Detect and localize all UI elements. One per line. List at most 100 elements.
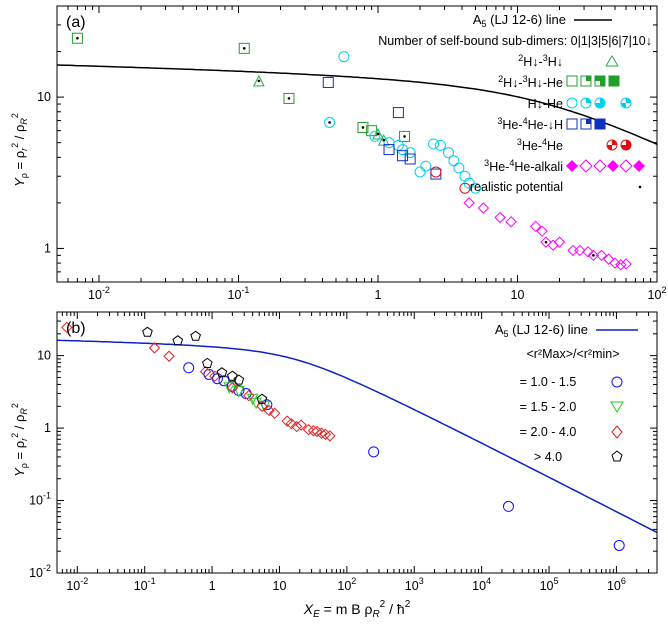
y-tick-label: 1 (44, 241, 51, 255)
legend-marker-triangle-down (610, 401, 624, 413)
legend-ratio-3: = 2.0 - 4.0 (520, 425, 577, 439)
data-point-s3-4 (216, 367, 228, 378)
data-point-s3-6 (233, 374, 245, 385)
panel-b-label: (b) (66, 320, 86, 337)
data-point-s5-7 (547, 239, 559, 251)
data-point-s0-3 (218, 375, 230, 387)
x-tick-label: 10-1 (134, 576, 156, 593)
data-point-s6-3 (287, 97, 291, 100)
data-point-s2-8 (263, 404, 275, 417)
data-point-s2-16 (470, 182, 482, 194)
legend-label-2h3hhe: 2H↓-3H↓-He (498, 74, 563, 90)
data-point-s0-0 (183, 362, 195, 374)
data-point-s2-8 (434, 139, 446, 151)
legend-ratio-4: > 4.0 (534, 450, 562, 464)
panel-b-frame (56, 311, 658, 574)
legend-symbol-bsquare-full (594, 118, 606, 130)
panel-b-line-legend-label: A5 (LJ 12-6) line (495, 322, 588, 339)
ratio-header: <r²Max>/<r²min> (526, 347, 619, 361)
y-tick-label: 1 (44, 421, 51, 435)
panel-b: 10-2 10-1 1 10 102 103 104 105 106 10-2 10-1 1 10 (b… (10, 311, 658, 620)
data-point-s1-1 (233, 385, 245, 398)
data-point-s5-3 (505, 216, 517, 228)
data-point-s5-4 (529, 220, 542, 233)
data-point-s6-1 (242, 47, 246, 50)
data-point-s0-7 (261, 399, 273, 411)
data-point-s2-2 (163, 350, 175, 362)
data-point-s4-1 (459, 182, 471, 194)
legend-symbol-dot (638, 185, 642, 189)
data-point-s5-2 (494, 211, 506, 224)
data-point-s2-5 (397, 144, 409, 156)
data-point-s0-1 (372, 127, 384, 140)
data-point-s2-17 (315, 427, 328, 439)
data-point-s2-6 (243, 389, 255, 402)
data-point-s6-6 (376, 132, 380, 136)
panel-a-line-legend-label: A5 (LJ 12-6) line (473, 12, 566, 29)
data-point-s1-2 (283, 92, 295, 104)
data-point-s6-9 (544, 240, 548, 244)
legend-symbol-square-full (608, 75, 620, 87)
legend-symbol-diamond-open-1 (579, 159, 593, 173)
legend-label-3he4healkali: 3He-4He-alkali (484, 158, 563, 174)
panel-a-label: (a) (66, 14, 86, 31)
panel-b-points (61, 321, 625, 551)
legend-symbol-red-b-fill (621, 140, 631, 150)
x-tick-label: 10-2 (88, 285, 110, 302)
legend-symbol-bsquare-open (566, 118, 578, 130)
x-tick-label: 106 (607, 576, 626, 593)
data-point-s0-9 (502, 500, 514, 512)
data-point-s1-5 (399, 130, 411, 142)
legend-symbol-circle-c-fill (621, 98, 631, 108)
data-point-s0-10 (613, 539, 625, 551)
legend-label-2h3h: 2H↓-3H↓ (518, 53, 563, 69)
data-point-s6-2 (257, 79, 261, 83)
data-point-s0-8 (368, 446, 380, 458)
data-point-s5-1 (477, 202, 490, 214)
subdimer-header: Number of self-bound sub-dimers: 0|1|3|5… (378, 34, 652, 48)
panel-a: 10-2 10-1 1 10 102 1 10 (a) Yρ = ρr2 / ρR2 A5 … (10, 5, 666, 302)
x-tick-label: 1 (209, 579, 216, 593)
data-point-s1-2 (246, 393, 259, 406)
data-point-s2-13 (414, 166, 426, 178)
panel-a-frame (56, 5, 658, 283)
panel-b-xlabel: XE = m B ρR2 / ħ2 (303, 599, 411, 620)
data-point-s2-9 (442, 147, 454, 159)
legend-ratio-2: = 1.5 - 2.0 (520, 400, 577, 414)
legend-symbol-diamond-full-1 (566, 160, 578, 172)
data-point-s5-9 (567, 244, 579, 257)
data-point-s3-3 (202, 357, 213, 368)
x-tick-label: 10 (273, 579, 287, 593)
data-point-s2-0 (338, 51, 350, 63)
legend-label-hhe: H↓-He (528, 97, 563, 111)
data-point-s3-1 (172, 335, 184, 346)
data-point-s6-4 (328, 121, 331, 124)
legend-symbol-diamond-full-3 (633, 160, 645, 172)
data-point-s5-17 (620, 258, 632, 270)
data-point-s5-13 (595, 249, 608, 262)
panel-a-legend: A5 (LJ 12-6) line Number of self-bound s… (378, 12, 652, 194)
data-point-s2-0 (61, 321, 73, 334)
data-point-s2-5 (226, 382, 239, 394)
panel-b-fit-line (56, 339, 658, 534)
x-tick-label: 1 (375, 288, 382, 302)
data-point-s5-15 (609, 257, 621, 269)
legend-symbol-triangle (605, 55, 619, 67)
data-point-s2-1 (148, 342, 161, 354)
data-point-s1-3 (357, 121, 369, 133)
legend-marker-diamond (611, 425, 623, 439)
legend-symbol-square-open (566, 75, 578, 87)
data-point-s3-2 (190, 330, 201, 341)
legend-marker-pentagon (611, 450, 623, 462)
x-tick-label: 10 (511, 288, 525, 302)
legend-symbol-bsquare-a-fill (586, 119, 591, 124)
legend-symbol-square-q3-fill (595, 76, 605, 86)
data-point-s2-19 (324, 430, 336, 442)
legend-label-realistic: realistic potential (470, 180, 563, 194)
data-point-s3-5 (227, 370, 238, 381)
data-point-s5-14 (602, 253, 615, 265)
data-point-s5-8 (553, 236, 566, 248)
data-point-s2-10 (448, 155, 460, 167)
x-tick-label: 104 (472, 576, 491, 593)
data-point-s1-4 (366, 125, 378, 137)
